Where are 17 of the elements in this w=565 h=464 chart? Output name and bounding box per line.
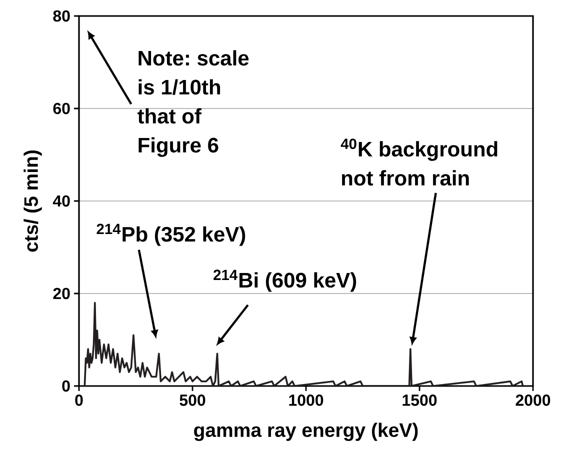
- y-tick-label: 60: [53, 102, 70, 114]
- line-series: [84, 302, 524, 386]
- annotation: $^{214}$Pb (352 keV): [96, 224, 246, 246]
- x-tick-label: 2000: [516, 394, 550, 406]
- x-tick-label: 1500: [402, 394, 437, 406]
- annotation: $^{214}$Bi (609 keV): [214, 270, 356, 292]
- y-tick-label: 20: [53, 288, 70, 300]
- x-axis-title: gamma ray energy (keV): [194, 422, 418, 441]
- y-tick-label: 0: [62, 380, 70, 392]
- y-axis-title: cts/ (5 min): [24, 150, 42, 252]
- x-tick-label: 0: [75, 394, 83, 406]
- annotation: Note: scale is 1/10th that of Figure 6: [138, 50, 249, 157]
- annotation: $^{40}$K background not from rain: [340, 138, 498, 186]
- y-tick-label: 40: [52, 195, 70, 207]
- x-tick-label: 1000: [289, 394, 324, 406]
- y-tick-label: 80: [53, 10, 70, 22]
- x-tick-label: 500: [180, 394, 206, 406]
